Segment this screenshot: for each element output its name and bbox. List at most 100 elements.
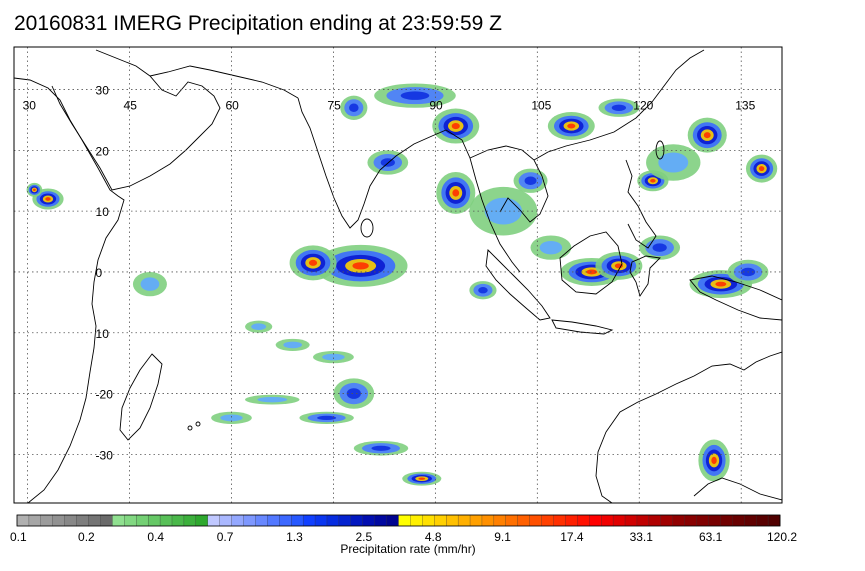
precip-cell-band bbox=[650, 178, 656, 183]
longitude-label: 60 bbox=[225, 99, 239, 113]
precip-cell-band bbox=[711, 456, 717, 465]
colorbar-swatch bbox=[171, 514, 185, 527]
colorbar-swatch bbox=[207, 514, 221, 527]
precip-cell bbox=[432, 108, 480, 144]
colorbar-swatch bbox=[422, 514, 435, 527]
precip-cell-band bbox=[758, 166, 765, 172]
colorbar-swatch bbox=[195, 514, 209, 527]
island-reunion bbox=[187, 425, 193, 431]
colorbar-swatch bbox=[434, 514, 447, 527]
colorbar-tick-label: 4.8 bbox=[425, 530, 442, 544]
precip-cell-band bbox=[451, 123, 460, 130]
colorbar-swatch bbox=[577, 514, 590, 527]
longitude-label: 45 bbox=[124, 99, 138, 113]
precip-cell bbox=[513, 168, 548, 193]
colorbar-title: Precipitation rate (mm/hr) bbox=[340, 542, 476, 556]
colorbar-swatch bbox=[469, 514, 483, 527]
precipitation-layer bbox=[26, 83, 778, 486]
precip-cell bbox=[745, 154, 778, 183]
precip-cell bbox=[245, 394, 300, 405]
colorbar-swatch bbox=[350, 514, 364, 527]
colorbar-swatch bbox=[720, 514, 733, 527]
precip-cell bbox=[275, 338, 310, 352]
precip-cell-band bbox=[308, 259, 318, 266]
colorbar-tick-label: 2.5 bbox=[355, 530, 372, 544]
coastline-china bbox=[533, 49, 705, 161]
colorbar-tick-label: 1.3 bbox=[286, 530, 303, 544]
precip-cell bbox=[313, 244, 408, 287]
precip-cell bbox=[26, 182, 43, 197]
latitude-label: -20 bbox=[96, 388, 114, 402]
colorbar-swatch bbox=[219, 514, 233, 527]
longitude-label: 90 bbox=[429, 99, 443, 113]
colorbar-swatch bbox=[660, 514, 674, 527]
colorbar-tick-label: 0.4 bbox=[147, 530, 164, 544]
colorbar-swatch bbox=[398, 514, 411, 527]
colorbar-swatch bbox=[744, 514, 757, 527]
island-mauritius bbox=[195, 421, 201, 427]
colorbar-swatch bbox=[541, 514, 554, 527]
colorbar-swatch bbox=[302, 514, 316, 527]
precip-cell-band bbox=[140, 277, 160, 291]
colorbar-swatch bbox=[314, 514, 328, 527]
colorbar-swatch bbox=[243, 514, 256, 527]
colorbar-swatch bbox=[636, 514, 650, 527]
colorbar-swatch bbox=[88, 514, 101, 527]
colorbar-swatch bbox=[756, 514, 769, 527]
colorbar-frame bbox=[16, 514, 781, 527]
longitude-label: 120 bbox=[633, 99, 653, 113]
precip-cell bbox=[211, 411, 252, 424]
precip-cell bbox=[132, 271, 167, 297]
colorbar-swatch bbox=[529, 514, 543, 527]
lat-lon-grid bbox=[14, 47, 782, 503]
colorbar-swatch bbox=[517, 514, 531, 527]
precip-cell bbox=[436, 171, 476, 214]
coastline-southeast-asia bbox=[445, 129, 549, 273]
coastline-sumatra bbox=[485, 249, 551, 321]
colorbar-tick-label: 33.1 bbox=[630, 530, 654, 544]
colorbar-swatch bbox=[159, 514, 173, 527]
colorbar-swatch bbox=[648, 514, 662, 527]
precip-cell-band bbox=[478, 287, 488, 294]
colorbar-swatch bbox=[374, 514, 388, 527]
colorbar-swatch bbox=[52, 514, 66, 527]
coastline-sri-lanka bbox=[360, 218, 374, 238]
colorbar-swatch bbox=[767, 514, 781, 527]
precip-cell-band bbox=[257, 396, 288, 403]
colorbar-tick-label: 120.2 bbox=[767, 530, 797, 544]
longitude-label: 75 bbox=[327, 99, 341, 113]
longitude-label: 30 bbox=[23, 99, 37, 113]
colorbar-swatch bbox=[624, 514, 638, 527]
colorbar-swatch bbox=[124, 514, 137, 527]
colorbar-swatches bbox=[16, 514, 781, 527]
precip-cell-band bbox=[418, 477, 426, 480]
precip-cell-band bbox=[371, 445, 391, 451]
precip-cell bbox=[374, 83, 456, 108]
colorbar-swatch bbox=[362, 514, 376, 527]
precip-cell-band bbox=[567, 123, 576, 129]
precip-cell bbox=[402, 471, 442, 486]
precip-cell-band bbox=[715, 281, 727, 287]
precip-cell bbox=[469, 186, 538, 236]
colorbar-swatch bbox=[672, 514, 686, 527]
latitude-label: 20 bbox=[96, 144, 110, 158]
coastline-java bbox=[551, 319, 614, 335]
latitude-label: -30 bbox=[96, 448, 114, 462]
precip-cell bbox=[646, 144, 701, 181]
precip-cell-band bbox=[611, 104, 627, 111]
precip-cell bbox=[530, 235, 572, 260]
precip-cell-band bbox=[586, 269, 598, 275]
colorbar-swatch bbox=[64, 514, 78, 527]
precip-cell-band bbox=[652, 243, 667, 252]
colorbar-tick-label: 63.1 bbox=[699, 530, 723, 544]
colorbar-swatch bbox=[505, 514, 519, 527]
colorbar-tick-label: 0.2 bbox=[78, 530, 95, 544]
precip-cell-band bbox=[33, 188, 36, 192]
latitude-labels: 30 20 10 0 10 -20 -30 bbox=[96, 84, 114, 463]
colorbar-swatch bbox=[386, 514, 399, 527]
colorbar-swatch bbox=[40, 514, 54, 527]
colorbar-swatch bbox=[267, 514, 280, 527]
precip-cell bbox=[698, 439, 730, 482]
coastline-india bbox=[297, 97, 447, 229]
colorbar-swatch bbox=[684, 514, 697, 527]
